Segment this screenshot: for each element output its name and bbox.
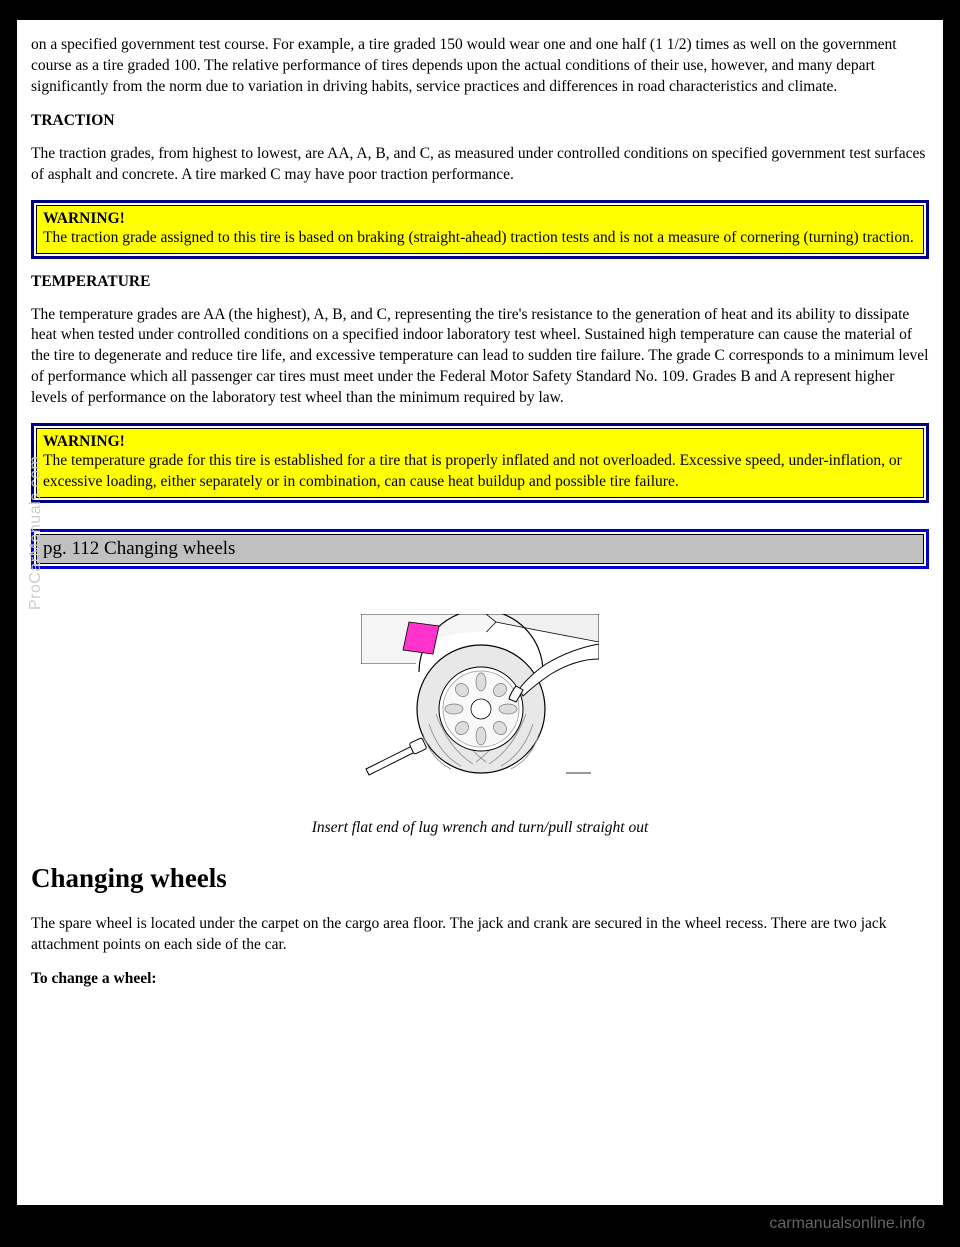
- wheel-change-illustration: [361, 614, 599, 786]
- traction-warning-title: WARNING!: [43, 210, 125, 227]
- page-section-header-box: pg. 112 Changing wheels: [31, 529, 929, 569]
- intro-paragraph: on a specified government test course. F…: [31, 35, 929, 98]
- document-page: ProCarManuals.com on a specified governm…: [17, 20, 943, 1205]
- traction-body: The traction grades, from highest to low…: [31, 144, 929, 186]
- temperature-warning-text: The temperature grade for this tire is e…: [43, 452, 902, 490]
- traction-heading: TRACTION: [31, 112, 929, 130]
- traction-warning-box: WARNING! The traction grade assigned to …: [31, 200, 929, 259]
- to-change-heading: To change a wheel:: [31, 970, 929, 988]
- traction-warning-text: The traction grade assigned to this tire…: [43, 229, 914, 246]
- changing-wheels-body: The spare wheel is located under the car…: [31, 914, 929, 956]
- traction-warning-inner: WARNING! The traction grade assigned to …: [36, 205, 924, 254]
- temperature-warning-title: WARNING!: [43, 433, 125, 450]
- footer-bar: carmanualsonline.info: [0, 1205, 960, 1247]
- temperature-heading: TEMPERATURE: [31, 273, 929, 291]
- illustration-caption: Insert flat end of lug wrench and turn/p…: [31, 819, 929, 837]
- temperature-body: The temperature grades are AA (the highe…: [31, 305, 929, 410]
- temperature-warning-box: WARNING! The temperature grade for this …: [31, 423, 929, 503]
- footer-text: carmanualsonline.info: [769, 1215, 925, 1232]
- page-section-header: pg. 112 Changing wheels: [36, 534, 924, 564]
- changing-wheels-heading: Changing wheels: [31, 863, 929, 894]
- illustration-container: [31, 614, 929, 791]
- temperature-warning-inner: WARNING! The temperature grade for this …: [36, 428, 924, 498]
